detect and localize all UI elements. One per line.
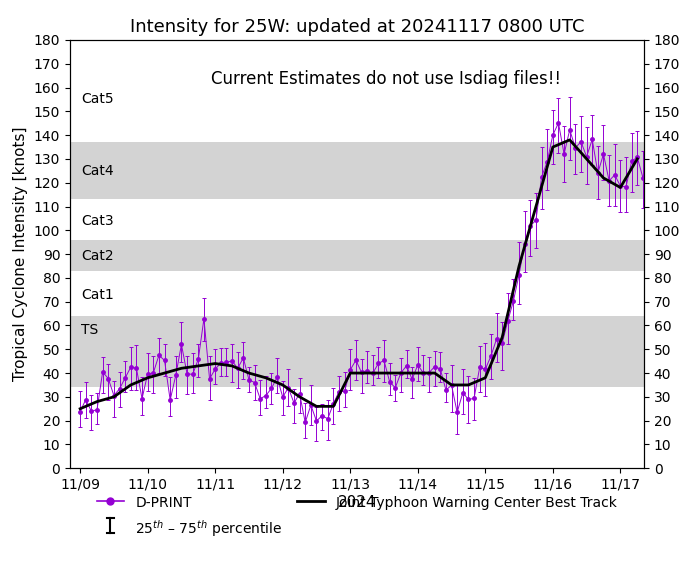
Bar bbox=[70, 240, 644, 271]
Joint Typhoon Warning Center Best Track bbox=[177, 365, 186, 372]
Joint Typhoon Warning Center Best Track bbox=[329, 403, 337, 410]
Joint Typhoon Warning Center Best Track bbox=[279, 381, 287, 388]
Joint Typhoon Warning Center Best Track bbox=[245, 369, 253, 376]
Joint Typhoon Warning Center Best Track bbox=[397, 369, 405, 376]
Joint Typhoon Warning Center Best Track bbox=[481, 375, 489, 381]
Joint Typhoon Warning Center Best Track bbox=[211, 360, 219, 367]
Joint Typhoon Warning Center Best Track bbox=[312, 403, 321, 410]
Joint Typhoon Warning Center Best Track bbox=[363, 369, 371, 376]
Joint Typhoon Warning Center Best Track bbox=[160, 369, 169, 376]
Joint Typhoon Warning Center Best Track bbox=[414, 369, 422, 376]
Text: TS: TS bbox=[81, 323, 99, 337]
Joint Typhoon Warning Center Best Track bbox=[127, 381, 135, 388]
Joint Typhoon Warning Center Best Track bbox=[228, 363, 237, 369]
Bar bbox=[70, 199, 644, 240]
Joint Typhoon Warning Center Best Track bbox=[194, 363, 202, 369]
Bar bbox=[70, 271, 644, 316]
Joint Typhoon Warning Center Best Track bbox=[566, 136, 574, 143]
X-axis label: 2024: 2024 bbox=[337, 494, 377, 510]
Joint Typhoon Warning Center Best Track bbox=[93, 398, 102, 405]
Joint Typhoon Warning Center Best Track bbox=[262, 375, 270, 381]
Joint Typhoon Warning Center Best Track bbox=[380, 369, 389, 376]
Joint Typhoon Warning Center Best Track bbox=[447, 381, 456, 388]
Joint Typhoon Warning Center Best Track bbox=[599, 175, 608, 182]
Joint Typhoon Warning Center Best Track bbox=[464, 381, 473, 388]
Joint Typhoon Warning Center Best Track bbox=[110, 393, 118, 400]
Text: Cat1: Cat1 bbox=[81, 288, 114, 301]
Title: Intensity for 25W: updated at 20241117 0800 UTC: Intensity for 25W: updated at 20241117 0… bbox=[130, 18, 584, 35]
Joint Typhoon Warning Center Best Track bbox=[582, 155, 591, 162]
Bar bbox=[70, 316, 644, 387]
Joint Typhoon Warning Center Best Track bbox=[346, 369, 354, 376]
Joint Typhoon Warning Center Best Track bbox=[144, 375, 152, 381]
Legend: D-PRINT, 25$^{th}$ – 75$^{th}$ percentile, Joint Typhoon Warning Center Best Tra: D-PRINT, 25$^{th}$ – 75$^{th}$ percentil… bbox=[91, 489, 623, 545]
Bar bbox=[70, 142, 644, 199]
Text: Cat3: Cat3 bbox=[81, 214, 114, 228]
Joint Typhoon Warning Center Best Track bbox=[616, 184, 624, 191]
Joint Typhoon Warning Center Best Track bbox=[498, 334, 506, 341]
Joint Typhoon Warning Center Best Track bbox=[532, 203, 540, 210]
Text: Current Estimates do not use Isdiag files!!: Current Estimates do not use Isdiag file… bbox=[211, 70, 561, 88]
Joint Typhoon Warning Center Best Track bbox=[295, 393, 304, 400]
Bar bbox=[70, 40, 644, 142]
Line: Joint Typhoon Warning Center Best Track: Joint Typhoon Warning Center Best Track bbox=[80, 140, 637, 409]
Joint Typhoon Warning Center Best Track bbox=[549, 144, 557, 151]
Joint Typhoon Warning Center Best Track bbox=[633, 155, 641, 162]
Text: Cat5: Cat5 bbox=[81, 93, 114, 106]
Joint Typhoon Warning Center Best Track bbox=[76, 405, 84, 412]
Joint Typhoon Warning Center Best Track bbox=[430, 369, 439, 376]
Text: Cat4: Cat4 bbox=[81, 164, 114, 178]
Y-axis label: Tropical Cyclone Intensity [knots]: Tropical Cyclone Intensity [knots] bbox=[13, 127, 28, 381]
Joint Typhoon Warning Center Best Track bbox=[515, 263, 524, 270]
Text: Cat2: Cat2 bbox=[81, 250, 114, 263]
